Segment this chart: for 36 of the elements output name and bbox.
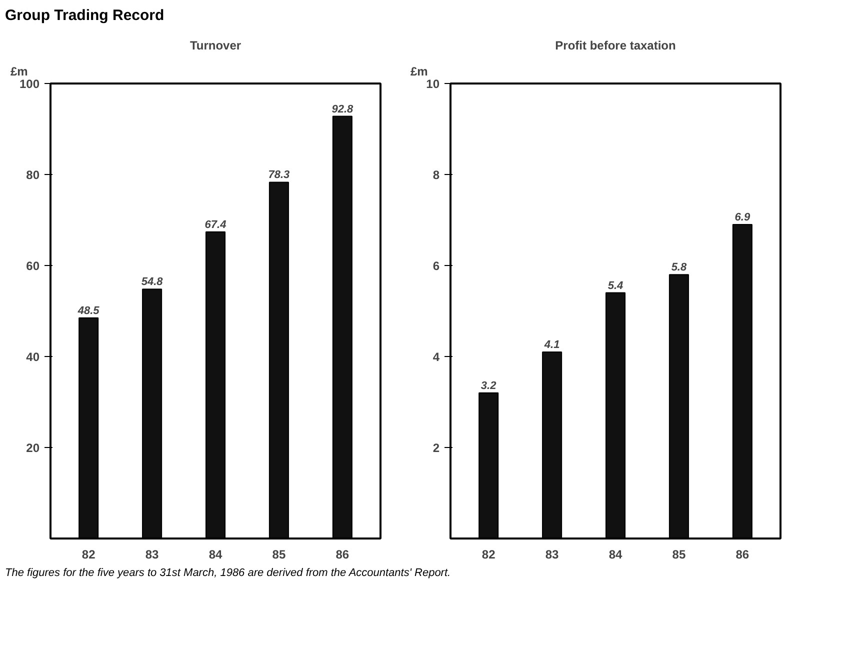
x-tick-label: 82 [82,548,96,562]
y-tick-label: 2 [432,441,440,456]
y-tick-label: 4 [432,350,440,364]
x-tick-label: 84 [208,548,222,562]
data-label: 92.8 [332,104,354,116]
chart-title: Profit before taxation [555,38,676,53]
x-tick-label: 83 [545,548,560,562]
x-tick-label: 84 [608,548,622,562]
data-label: 6.9 [734,212,751,224]
y-axis-title: £m [410,64,428,79]
data-label: 4.1 [543,339,560,352]
y-tick-label: 10 [426,77,440,92]
x-tick-label: 85 [672,548,686,562]
x-tick-label: 85 [272,548,286,562]
data-label: 54.8 [141,276,164,289]
data-label: 5.8 [671,262,688,274]
y-axis-title: £m [10,64,28,79]
y-tick-label: 20 [26,441,40,456]
data-label: 67.4 [204,219,226,232]
y-tick-label: 40 [26,350,40,364]
y-tick-label: 80 [26,168,40,182]
text: The figures for the five years to 31st March, 1986 are derived from the Accountants' Report. [5,566,451,582]
data-label: 78.3 [268,170,290,182]
x-tick-label: 86 [736,548,750,562]
y-tick-label: 100 [19,77,40,92]
x-tick-label: 83 [145,548,160,562]
x-tick-label: 86 [336,548,350,562]
y-tick-label: 6 [432,259,440,274]
x-tick-label: 82 [482,548,496,562]
data-label: 5.4 [608,280,624,292]
chart-title: Turnover [190,38,242,53]
y-tick-label: 60 [26,259,40,274]
y-tick-label: 8 [432,168,440,182]
data-label: 3.2 [480,380,496,392]
text: Group Trading Record [5,6,164,26]
data-label: 48.5 [76,305,100,318]
